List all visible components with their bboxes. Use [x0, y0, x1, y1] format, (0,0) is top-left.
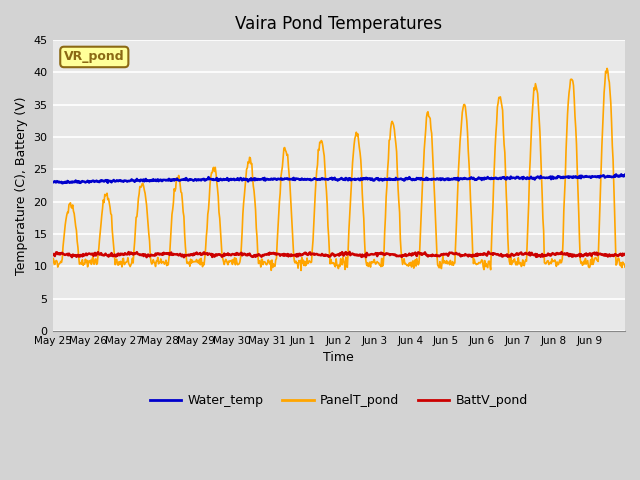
Text: VR_pond: VR_pond: [64, 50, 125, 63]
Y-axis label: Temperature (C), Battery (V): Temperature (C), Battery (V): [15, 96, 28, 275]
Title: Vaira Pond Temperatures: Vaira Pond Temperatures: [236, 15, 442, 33]
X-axis label: Time: Time: [323, 351, 354, 364]
Legend: Water_temp, PanelT_pond, BattV_pond: Water_temp, PanelT_pond, BattV_pond: [145, 389, 532, 412]
